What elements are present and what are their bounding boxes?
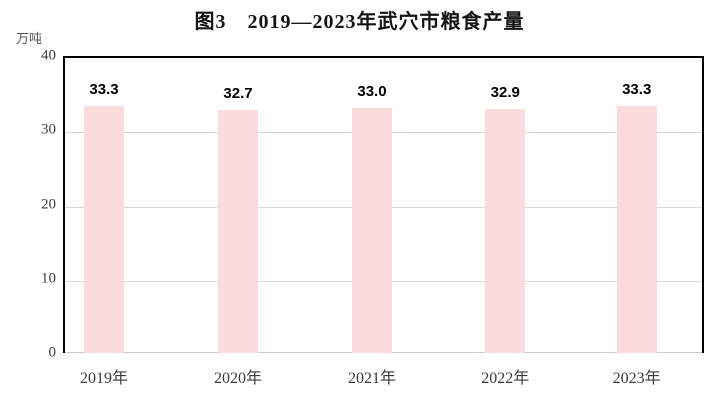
x-tick-label-2019年: 2019年 (80, 370, 129, 387)
bar-2023年 (616, 105, 657, 353)
y-tick-label-0: 0 (48, 344, 57, 361)
bar-2019年 (84, 105, 125, 353)
chart-title: 图3 2019—2023年武穴市粮食产量 (194, 11, 525, 33)
y-tick-label-10: 10 (41, 270, 56, 287)
bar-value-label: 33.3 (622, 80, 652, 98)
bar-2020年 (217, 110, 258, 353)
bar-value-label: 32.7 (223, 85, 253, 103)
x-tick-label-2021年: 2021年 (347, 370, 396, 387)
y-tick-label-30: 30 (41, 121, 56, 138)
x-tick-label-2022年: 2022年 (481, 370, 530, 387)
x-tick-label-2020年: 2020年 (213, 370, 262, 387)
bars-layer: 33.3 32.7 33.0 32.9 33.3 (63, 56, 704, 353)
x-tick-label-2023年: 2023年 (612, 370, 661, 387)
bar-2022年 (485, 108, 526, 353)
bar-value-label: 32.9 (490, 83, 520, 101)
bar-value-label: 33.0 (357, 82, 387, 100)
y-axis-unit-label: 万吨 (16, 31, 43, 46)
bar-2021年 (351, 107, 392, 353)
bar-value-label: 33.3 (89, 80, 119, 98)
y-tick-label-40: 40 (41, 47, 56, 64)
y-tick-label-20: 20 (41, 196, 56, 212)
